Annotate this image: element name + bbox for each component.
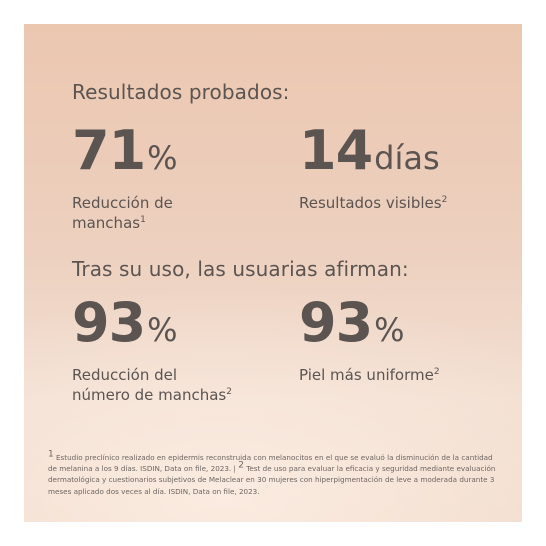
footnote-ref: 1 — [140, 215, 146, 225]
stat-description: Reducción del número de manchas2 — [72, 365, 232, 405]
section-heading-users-say: Tras su uso, las usuarias afirman: — [72, 257, 409, 281]
footnote-1-text: Estudio preclínico realizado en epidermi… — [48, 453, 493, 474]
footnotes: 1 Estudio preclínico realizado en epider… — [48, 449, 500, 497]
stat-unit: % — [147, 311, 178, 349]
stat-value: 14 — [299, 119, 373, 182]
footnote-ref: 2 — [441, 195, 448, 205]
stat-description-text: Reducción del número de manchas — [72, 366, 227, 404]
footnote-ref: 2 — [433, 367, 440, 377]
stat-description-text: Reducción de manchas — [72, 194, 173, 232]
stat-value: 93 — [299, 291, 373, 354]
stat-description-text: Piel más uniforme — [299, 366, 434, 384]
footnote-2-text: Test de uso para evaluar la eficacia y s… — [48, 464, 496, 496]
stat-description-text: Resultados visibles — [299, 194, 442, 212]
footnote-marker-1: 1 — [48, 449, 54, 460]
stat-even-skin: 93% Piel más uniforme2 — [299, 296, 499, 385]
stat-value-wrapper: 93% — [72, 296, 232, 357]
stat-spot-reduction: 71% Reducción de manchas1 — [72, 124, 232, 233]
stat-value-wrapper: 14días — [299, 124, 499, 185]
footnote-marker-2: 2 — [238, 460, 244, 471]
results-card: Resultados probados: 71% Reducción de ma… — [24, 24, 522, 522]
stat-visible-results: 14días Resultados visibles2 — [299, 124, 499, 213]
stat-value-wrapper: 93% — [299, 296, 499, 357]
stat-spot-count-reduction: 93% Reducción del número de manchas2 — [72, 296, 232, 405]
footnote-ref: 2 — [226, 387, 232, 397]
stat-description: Reducción de manchas1 — [72, 193, 232, 233]
stat-unit: % — [147, 139, 178, 177]
stat-unit: % — [374, 311, 405, 349]
stat-value: 71 — [72, 119, 146, 182]
stat-unit: días — [374, 139, 440, 177]
section-heading-proven-results: Resultados probados: — [72, 80, 290, 104]
stat-value: 93 — [72, 291, 146, 354]
stat-description: Piel más uniforme2 — [299, 365, 499, 385]
stat-value-wrapper: 71% — [72, 124, 232, 185]
stat-description: Resultados visibles2 — [299, 193, 499, 213]
